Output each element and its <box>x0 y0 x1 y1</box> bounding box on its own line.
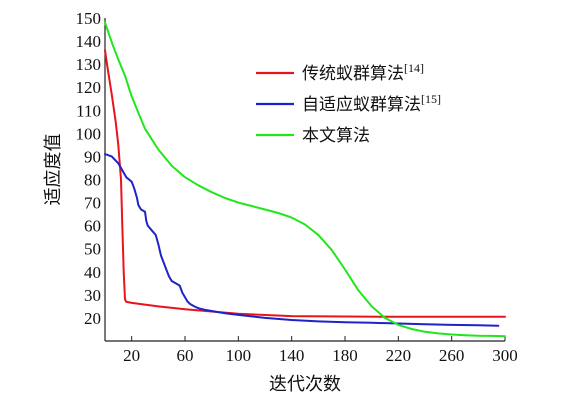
y-tick-label: 140 <box>76 32 102 51</box>
y-tick-label: 120 <box>76 78 102 97</box>
x-tick-label: 100 <box>226 346 252 365</box>
y-tick-label: 40 <box>84 263 101 282</box>
legend: 传统蚁群算法[14] 自适应蚁群算法[15] 本文算法 <box>256 61 441 146</box>
y-axis-title: 适应度值 <box>43 134 64 206</box>
legend-label: 本文算法 <box>302 126 370 146</box>
legend-ref: [14] <box>404 61 424 75</box>
x-tick-label: 260 <box>439 346 465 365</box>
y-tick-label: 50 <box>84 240 101 259</box>
x-tick-label: 60 <box>177 346 194 365</box>
x-tick-label: 140 <box>279 346 305 365</box>
x-tick-label: 220 <box>386 346 412 365</box>
legend-ref: [15] <box>421 92 441 106</box>
legend-label: 自适应蚁群算法[15] <box>302 92 441 115</box>
y-tick-label: 80 <box>84 171 101 190</box>
y-tick-label: 70 <box>84 194 101 213</box>
y-tick-label: 150 <box>76 9 102 28</box>
x-tick-label: 20 <box>123 346 140 365</box>
series-line-3 <box>104 21 506 338</box>
y-tick-label: 100 <box>76 124 102 143</box>
y-tick-label: 30 <box>84 286 101 305</box>
series-group <box>104 21 506 338</box>
y-tick-label: 130 <box>76 55 102 74</box>
x-tick-label: 300 <box>492 346 518 365</box>
y-tick-label: 90 <box>84 147 101 166</box>
x-tick-label: 180 <box>332 346 358 365</box>
y-tick-label: 60 <box>84 217 101 236</box>
tick-group: 20 60 100 140 180 220 260 300 20 30 40 50 60 70 80 90 10… <box>76 9 518 365</box>
series-line-2 <box>104 153 500 327</box>
series-line-1 <box>104 49 506 318</box>
x-axis-title: 迭代次数 <box>269 374 341 395</box>
axes <box>104 18 505 342</box>
legend-label: 传统蚁群算法[14] <box>302 61 424 84</box>
y-tick-label: 20 <box>84 309 101 328</box>
y-tick-label: 110 <box>76 101 101 120</box>
